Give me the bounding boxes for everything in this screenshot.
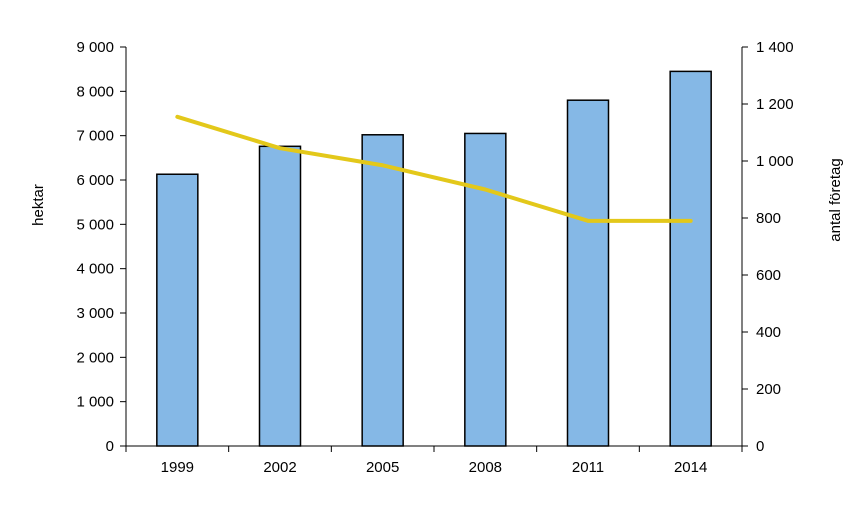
left-tick-label: 7 000 [76, 128, 114, 145]
left-tick-label: 3 000 [76, 305, 114, 322]
right-axis-title: antal företag [827, 158, 844, 241]
right-tick-label: 800 [756, 210, 781, 227]
left-tick-label: 4 000 [76, 261, 114, 278]
x-tick-label: 1999 [161, 459, 194, 476]
right-tick-label: 200 [756, 381, 781, 398]
right-tick-label: 400 [756, 324, 781, 341]
bar [464, 132, 507, 447]
left-tick-label: 5 000 [76, 216, 114, 233]
x-tick-label: 2011 [572, 459, 604, 476]
x-tick-label: 2005 [366, 459, 399, 476]
bar [566, 99, 610, 447]
bar [258, 145, 302, 447]
left-tick-label: 0 [106, 438, 114, 455]
bar [669, 70, 712, 447]
bar [361, 134, 404, 447]
x-tick-label: 2008 [469, 459, 502, 476]
tick-labels: 0 1 000 2 000 3 000 4 000 5 000 6 000 7 000 8 00… [76, 39, 793, 476]
axes [120, 46, 748, 452]
left-axis-title: hektar [30, 184, 47, 226]
left-tick-label: 8 000 [76, 83, 114, 100]
right-tick-label: 600 [756, 267, 781, 284]
bar-series [156, 70, 712, 447]
line-series [175, 114, 693, 223]
left-tick-label: 2 000 [76, 349, 114, 366]
line-path [175, 114, 693, 223]
left-tick-label: 9 000 [76, 39, 114, 56]
right-tick-label: 1 200 [756, 96, 794, 113]
left-tick-label: 1 000 [76, 394, 114, 411]
x-tick-label: 2002 [263, 459, 296, 476]
x-tick-label: 2014 [674, 459, 707, 476]
right-tick-label: 1 400 [756, 39, 794, 56]
left-tick-label: 6 000 [76, 172, 114, 189]
bar [156, 173, 199, 447]
right-tick-label: 0 [756, 438, 764, 455]
right-tick-label: 1 000 [756, 153, 794, 170]
